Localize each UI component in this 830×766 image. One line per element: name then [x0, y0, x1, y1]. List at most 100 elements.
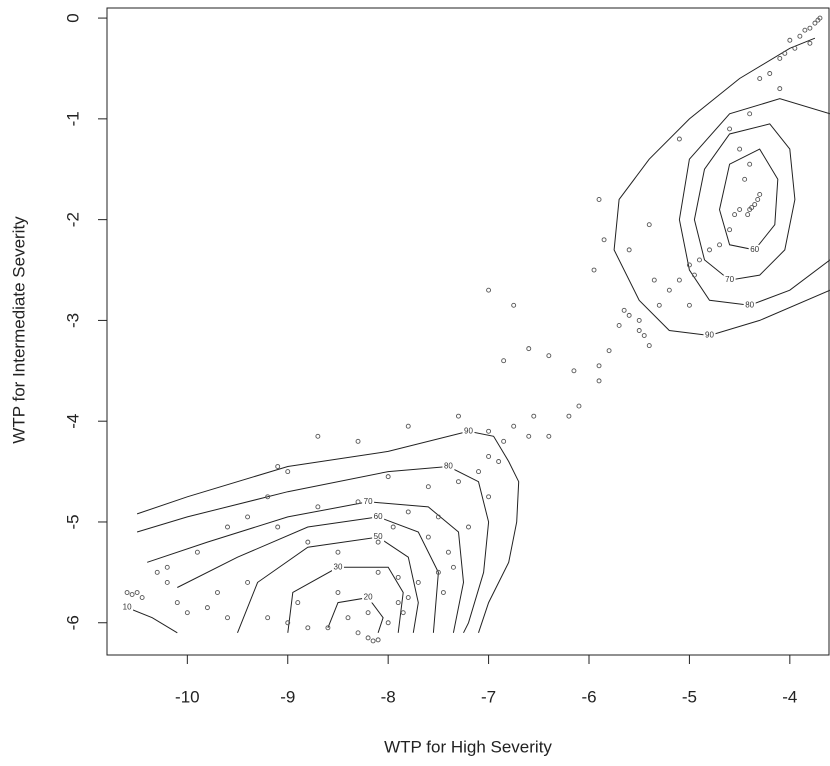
point [747, 161, 753, 167]
y-axis-title: WTP for Intermediate Severity [9, 216, 28, 444]
point [666, 287, 672, 293]
y-tick-label: -4 [63, 414, 82, 429]
point [727, 227, 733, 233]
point [435, 514, 441, 520]
contour-line [678, 98, 830, 306]
contour-label: 60 [374, 512, 383, 521]
point [355, 630, 361, 636]
point [757, 76, 763, 81]
point [355, 499, 361, 505]
point [375, 539, 381, 545]
point [225, 524, 230, 530]
point [440, 590, 446, 595]
point [305, 625, 311, 631]
point [315, 433, 321, 439]
point [390, 524, 396, 530]
y-tick-label: -5 [63, 514, 82, 529]
point [425, 484, 431, 490]
point [375, 569, 381, 575]
point [501, 358, 507, 364]
point [621, 307, 627, 313]
point [194, 549, 200, 555]
point [737, 146, 743, 152]
point [747, 207, 753, 213]
point [435, 569, 441, 575]
point [686, 262, 692, 268]
point [445, 549, 451, 555]
point [676, 136, 682, 142]
point [815, 17, 821, 23]
contour-line [136, 465, 490, 634]
point [807, 40, 813, 46]
contour-label: 70 [364, 497, 373, 506]
point [476, 469, 481, 475]
point [345, 615, 351, 621]
x-tick-label: -7 [481, 687, 496, 706]
x-tick-label: -4 [782, 687, 797, 706]
point [395, 600, 401, 606]
point [526, 433, 532, 439]
plot-frame [106, 7, 830, 656]
point [395, 574, 401, 580]
contour-label-bg [442, 461, 455, 472]
point [732, 212, 738, 218]
point [797, 33, 803, 39]
contour-label-bg [462, 426, 475, 437]
x-tick-label: -10 [175, 687, 200, 706]
point [576, 403, 582, 409]
point [546, 353, 552, 359]
point [697, 257, 702, 263]
contour-label: 30 [334, 562, 343, 571]
point [215, 590, 220, 595]
point [511, 302, 517, 308]
contour-label-bg [748, 244, 761, 255]
contour-label-bg [703, 330, 716, 341]
point [691, 272, 697, 278]
point [335, 549, 341, 555]
contour-label-bg [121, 602, 134, 613]
point [636, 328, 642, 333]
point [265, 494, 271, 500]
point [305, 539, 311, 545]
contour-line [147, 501, 465, 633]
point [757, 191, 763, 197]
point [566, 413, 572, 419]
point [204, 605, 210, 611]
point [225, 615, 230, 621]
y-tick-label: -3 [63, 313, 82, 328]
contour-label-bg [362, 496, 375, 507]
contour-label-bg [331, 562, 344, 573]
point [496, 459, 502, 464]
point [787, 37, 793, 43]
y-tick-label: -2 [63, 212, 82, 227]
point [737, 207, 743, 213]
contour-label: 10 [123, 603, 132, 612]
point [511, 423, 517, 429]
point [486, 454, 492, 459]
point [154, 569, 160, 575]
point [450, 564, 456, 570]
point [245, 579, 251, 585]
point [285, 469, 291, 475]
point [405, 509, 411, 515]
point [385, 620, 391, 626]
point [646, 343, 652, 349]
point [767, 71, 773, 76]
contour-label-bg [372, 511, 385, 522]
x-tick-label: -6 [581, 687, 596, 706]
point [777, 86, 783, 92]
x-tick-label: -5 [682, 687, 697, 706]
point [400, 610, 406, 616]
point [375, 637, 381, 643]
y-tick-label: -1 [63, 111, 82, 126]
point [124, 590, 130, 595]
point [335, 590, 341, 595]
point [752, 202, 758, 207]
contour-line [126, 607, 178, 634]
point [601, 237, 607, 243]
point [802, 27, 808, 33]
contour-label-bg [372, 532, 385, 543]
point [546, 433, 552, 439]
